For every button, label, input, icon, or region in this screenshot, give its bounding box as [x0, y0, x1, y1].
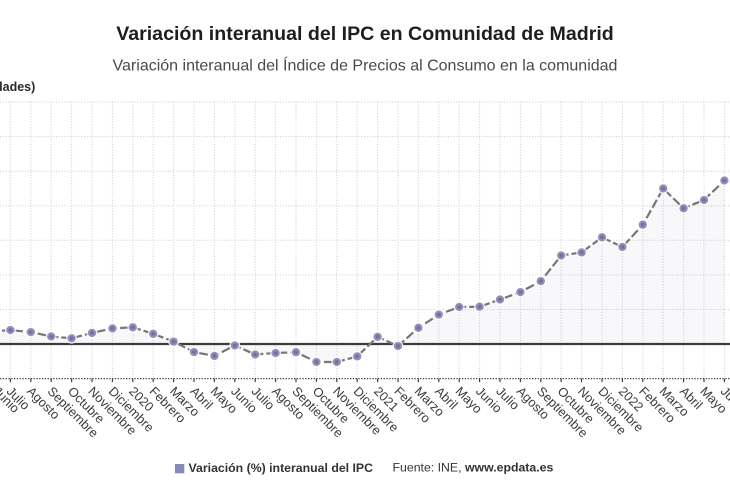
svg-text:Variación (%) interanual del I: Variación (%) interanual del IPC	[189, 461, 374, 475]
svg-text:(En unidades): (En unidades)	[0, 80, 35, 94]
svg-text:Fuente: INE, www.epdata.es: Fuente: INE, www.epdata.es	[393, 461, 554, 475]
svg-text:Variación interanual del IPC e: Variación interanual del IPC en Comunida…	[116, 23, 614, 45]
svg-text:Variación interanual del Índic: Variación interanual del Índice de Preci…	[113, 56, 618, 75]
